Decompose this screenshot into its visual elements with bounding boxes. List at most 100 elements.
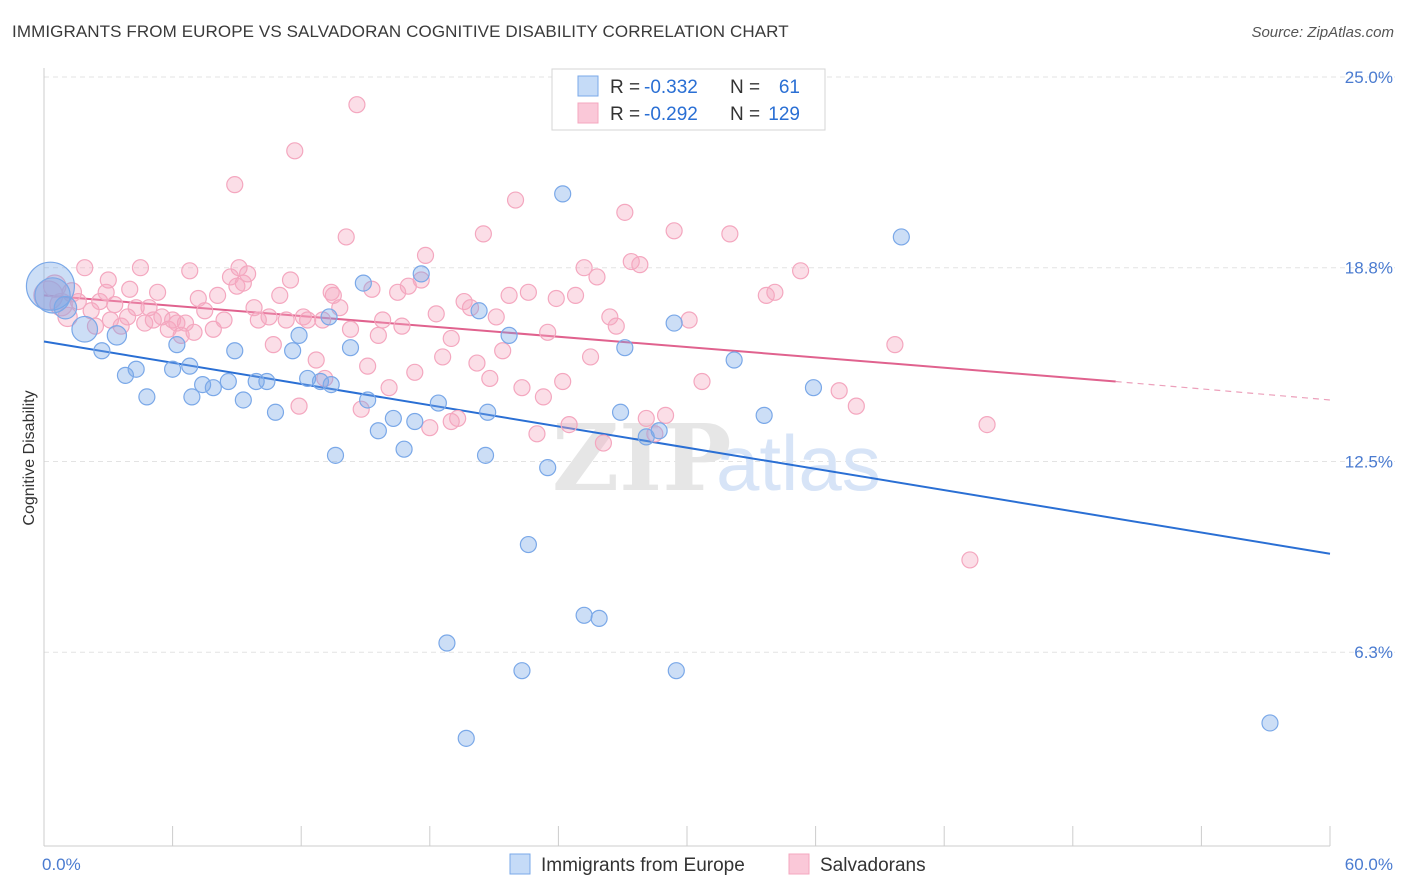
- point-s1-108: [680, 311, 698, 329]
- point-s0-23: [299, 369, 317, 388]
- point-s0-46: [554, 185, 572, 203]
- point-s1-120: [322, 283, 340, 301]
- point-s0-56: [725, 351, 743, 369]
- point-s0-29: [354, 274, 372, 292]
- point-s1-40: [239, 265, 257, 283]
- point-s0-54: [667, 662, 685, 680]
- legend-swatch-europe: [509, 853, 531, 875]
- point-s0-26: [322, 376, 340, 394]
- point-s1-35: [215, 311, 233, 329]
- point-s1-69: [406, 363, 424, 381]
- point-s1-37: [226, 176, 244, 194]
- point-s0-19: [258, 372, 276, 391]
- point-s1-29: [181, 262, 199, 280]
- point-s1-32: [196, 302, 214, 320]
- point-s1-115: [847, 397, 865, 415]
- point-s1-109: [693, 372, 711, 391]
- x-tick-label-0: 0.0%: [42, 855, 81, 874]
- point-s1-51: [299, 311, 317, 329]
- point-s0-21: [284, 342, 302, 360]
- point-s0-15: [219, 372, 237, 391]
- point-s1-96: [581, 348, 600, 366]
- point-s1-6: [76, 259, 94, 277]
- tick-labels: 6.3% 12.5% 18.8% 25.0% 0.0% 60.0%: [42, 68, 1393, 874]
- point-s0-4: [106, 325, 128, 346]
- point-s0-32: [384, 409, 402, 428]
- chart-title: IMMIGRANTS FROM EUROPE VS SALVADORAN COG…: [12, 22, 789, 41]
- point-s1-82: [487, 308, 505, 326]
- legend-swatch-salvadoran: [788, 853, 810, 875]
- point-s1-81: [481, 369, 499, 388]
- y-tick-label-0: 6.3%: [1354, 643, 1393, 662]
- point-s0-36: [429, 394, 447, 412]
- point-s1-118: [978, 415, 996, 434]
- point-s1-13: [106, 296, 124, 314]
- point-s1-93: [560, 415, 578, 434]
- y-tick-label-2: 18.8%: [1345, 259, 1393, 278]
- point-s0-31: [369, 422, 387, 440]
- stats-n-value-0: 61: [779, 77, 800, 98]
- point-s0-11: [181, 357, 199, 375]
- point-s0-5: [93, 342, 111, 360]
- stats-swatch-salvadoran: [577, 102, 599, 124]
- point-s1-67: [393, 317, 411, 335]
- stats-r-value-1: -0.292: [644, 104, 698, 125]
- point-s0-25: [320, 308, 338, 326]
- point-s1-83: [494, 342, 512, 360]
- point-s0-33: [395, 440, 413, 458]
- point-s0-20: [266, 403, 285, 421]
- grid-lines: [44, 76, 1395, 653]
- point-s0-39: [470, 302, 488, 320]
- point-s1-64: [374, 311, 392, 329]
- point-s0-40: [476, 446, 495, 464]
- point-s1-28: [176, 314, 195, 332]
- point-s0-24: [311, 372, 330, 391]
- point-s0-7: [127, 360, 145, 378]
- point-s1-92: [554, 372, 572, 391]
- point-s1-48: [286, 142, 304, 160]
- point-s1-3: [57, 306, 78, 328]
- point-s1-61: [359, 357, 377, 375]
- point-s1-99: [601, 308, 619, 326]
- watermark-atlas: atlas: [716, 419, 881, 507]
- point-s0-38: [457, 729, 475, 747]
- point-s1-63: [369, 326, 387, 344]
- point-s0-42: [500, 326, 518, 344]
- point-s0-41: [479, 403, 497, 421]
- point-s1-22: [148, 283, 167, 301]
- point-s1-72: [421, 419, 439, 437]
- point-s1-15: [118, 308, 137, 326]
- point-s1-110: [721, 225, 739, 243]
- point-s0-58: [804, 379, 823, 397]
- point-s0-59: [892, 228, 910, 246]
- point-s1-73: [427, 305, 445, 323]
- point-s0-60: [1261, 714, 1279, 732]
- point-s0-45: [539, 459, 557, 477]
- point-s0-52: [650, 422, 668, 440]
- point-s1-80: [474, 225, 492, 243]
- point-s1-74: [434, 348, 452, 366]
- point-s1-95: [575, 259, 593, 277]
- point-s1-84: [500, 286, 518, 304]
- point-s1-88: [528, 425, 546, 443]
- point-s0-17: [234, 391, 252, 409]
- stats-n-label-0: N =: [730, 77, 760, 98]
- y-tick-label-1: 12.5%: [1345, 453, 1393, 472]
- point-s1-42: [249, 311, 267, 329]
- point-s1-60: [352, 400, 370, 418]
- point-s0-8: [138, 388, 156, 406]
- point-s0-47: [575, 606, 593, 624]
- watermark-zip: ZIP: [552, 404, 731, 512]
- point-s0-37: [438, 634, 456, 652]
- point-s1-65: [380, 379, 398, 397]
- point-s1-100: [607, 317, 625, 335]
- point-s0-1: [34, 277, 71, 314]
- point-s1-52: [307, 351, 325, 369]
- point-s0-49: [611, 403, 630, 421]
- point-s1-18: [131, 259, 150, 277]
- trend-line-1: [43, 294, 1116, 383]
- point-s1-89: [534, 388, 552, 406]
- point-s0-35: [412, 265, 430, 283]
- point-s0-50: [616, 339, 634, 357]
- data-points: [25, 96, 1279, 747]
